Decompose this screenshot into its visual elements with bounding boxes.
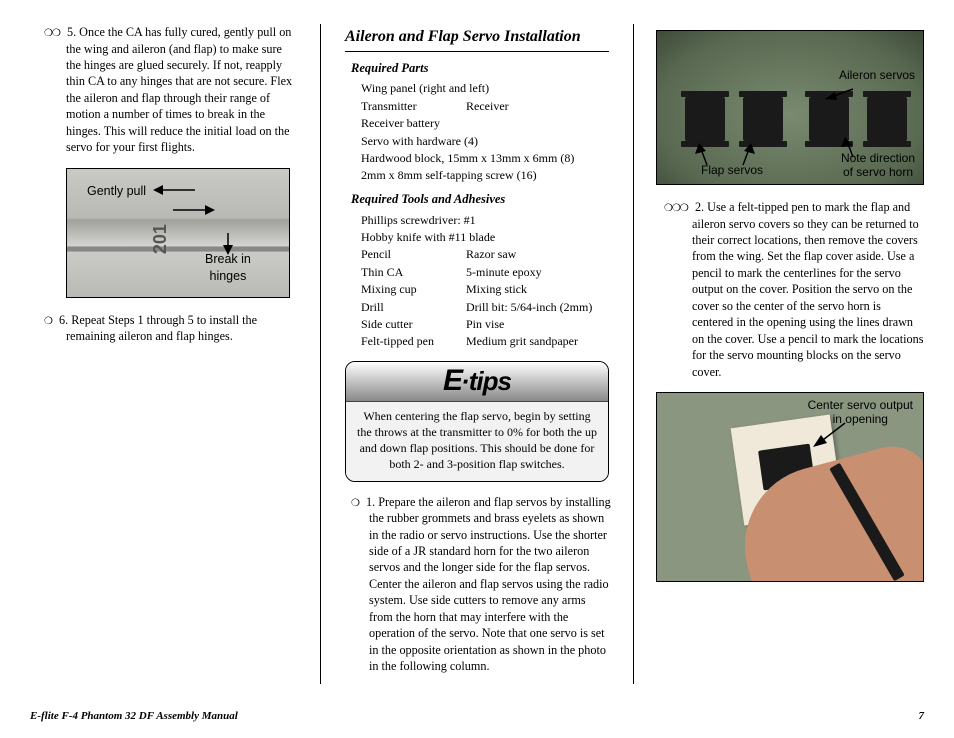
tools-heading: Required Tools and Adhesives	[351, 191, 609, 208]
arrow-left-icon	[823, 85, 855, 101]
footer-title: E-flite F-4 Phantom 32 DF Assembly Manua…	[30, 710, 238, 722]
step-6: ❍ 6. Repeat Steps 1 through 5 to install…	[30, 312, 298, 345]
footer-page-number: 7	[919, 710, 925, 722]
step-5: ❍❍ 5. Once the CA has fully cured, gentl…	[30, 24, 298, 156]
step-number: 6.	[59, 313, 68, 327]
step-2: ❍❍❍ 2. Use a felt-tipped pen to mark the…	[656, 199, 924, 380]
tools-item: DrillDrill bit: 5/64-inch (2mm)	[361, 299, 611, 316]
step-number: 5.	[67, 25, 76, 39]
tools-item: Felt-tipped penMedium grit sandpaper	[361, 333, 611, 350]
tools-item: PencilRazor saw	[361, 246, 611, 263]
tools-item: Side cutterPin vise	[361, 316, 611, 333]
servo-shape	[867, 97, 907, 141]
figure-servo-cover: Center servo output in opening	[656, 392, 924, 582]
tools-item: Thin CA5-minute epoxy	[361, 264, 611, 281]
logo-e: E	[443, 361, 462, 402]
tips-callout: E·tips When centering the flap servo, be…	[345, 361, 609, 482]
servo-shape	[685, 97, 725, 141]
column-1: ❍❍ 5. Once the CA has fully cured, gentl…	[30, 24, 298, 684]
arrow-up-icon	[693, 143, 715, 167]
step-text: Use a felt-tipped pen to mark the flap a…	[692, 200, 924, 379]
arrow-up-icon	[841, 137, 859, 159]
parts-item: 2mm x 8mm self-tapping screw (16)	[361, 167, 611, 184]
checkbox-icon: ❍	[44, 316, 52, 327]
arrow-down-icon	[219, 231, 237, 255]
servo-shape	[809, 97, 849, 141]
step-number: 1.	[366, 495, 375, 509]
arrow-down-left-icon	[813, 421, 849, 449]
arrow-right-icon	[171, 201, 215, 219]
arrow-left-icon	[153, 181, 197, 199]
tools-item: Phillips screwdriver: #1	[361, 212, 611, 229]
column-divider	[320, 24, 321, 684]
arrow-up-icon	[735, 143, 757, 167]
parts-item: Receiver battery	[361, 115, 611, 132]
label-aileron-servos: Aileron servos	[839, 69, 915, 83]
column-2: Aileron and Flap Servo Installation Requ…	[343, 24, 611, 684]
tools-item: Mixing cupMixing stick	[361, 281, 611, 298]
parts-item: Servo with hardware (4)	[361, 133, 611, 150]
tools-list: Phillips screwdriver: #1 Hobby knife wit…	[361, 212, 611, 351]
hull-number: 201	[148, 224, 172, 254]
step-number: 2.	[695, 200, 704, 214]
servo-shape	[743, 97, 783, 141]
checkbox-icon: ❍❍❍	[664, 203, 688, 214]
etips-logo-icon: E·tips	[443, 361, 511, 402]
checkbox-icon: ❍	[351, 498, 359, 509]
step-1: ❍ 1. Prepare the aileron and flap servos…	[343, 494, 611, 675]
parts-heading: Required Parts	[351, 60, 609, 77]
parts-item: Hardwood block, 15mm x 13mm x 6mm (8)	[361, 150, 611, 167]
figure-wing-hinge: 201 Gently pull Break in hinges	[66, 168, 290, 298]
parts-list: Wing panel (right and left) TransmitterR…	[361, 80, 611, 184]
label-gently-pull: Gently pull	[87, 183, 146, 200]
page-footer: E-flite F-4 Phantom 32 DF Assembly Manua…	[30, 710, 924, 722]
parts-item: Wing panel (right and left)	[361, 80, 611, 97]
tools-item: Hobby knife with #11 blade	[361, 229, 611, 246]
tips-body: When centering the flap servo, begin by …	[346, 402, 608, 481]
checkbox-icon: ❍❍	[44, 28, 60, 39]
column-3: Aileron servos Flap servos Note directio…	[656, 24, 924, 684]
logo-text: tips	[469, 364, 511, 399]
figure-servos: Aileron servos Flap servos Note directio…	[656, 30, 924, 185]
column-divider	[633, 24, 634, 684]
section-title: Aileron and Flap Servo Installation	[345, 26, 609, 52]
tips-header: E·tips	[346, 362, 608, 402]
parts-item: TransmitterReceiver	[361, 98, 611, 115]
label-break-hinges: Break in hinges	[205, 251, 251, 285]
step-text: Repeat Steps 1 through 5 to install the …	[66, 313, 257, 344]
step-text: Prepare the aileron and flap servos by i…	[369, 495, 611, 674]
step-text: Once the CA has fully cured, gently pull…	[66, 25, 292, 154]
